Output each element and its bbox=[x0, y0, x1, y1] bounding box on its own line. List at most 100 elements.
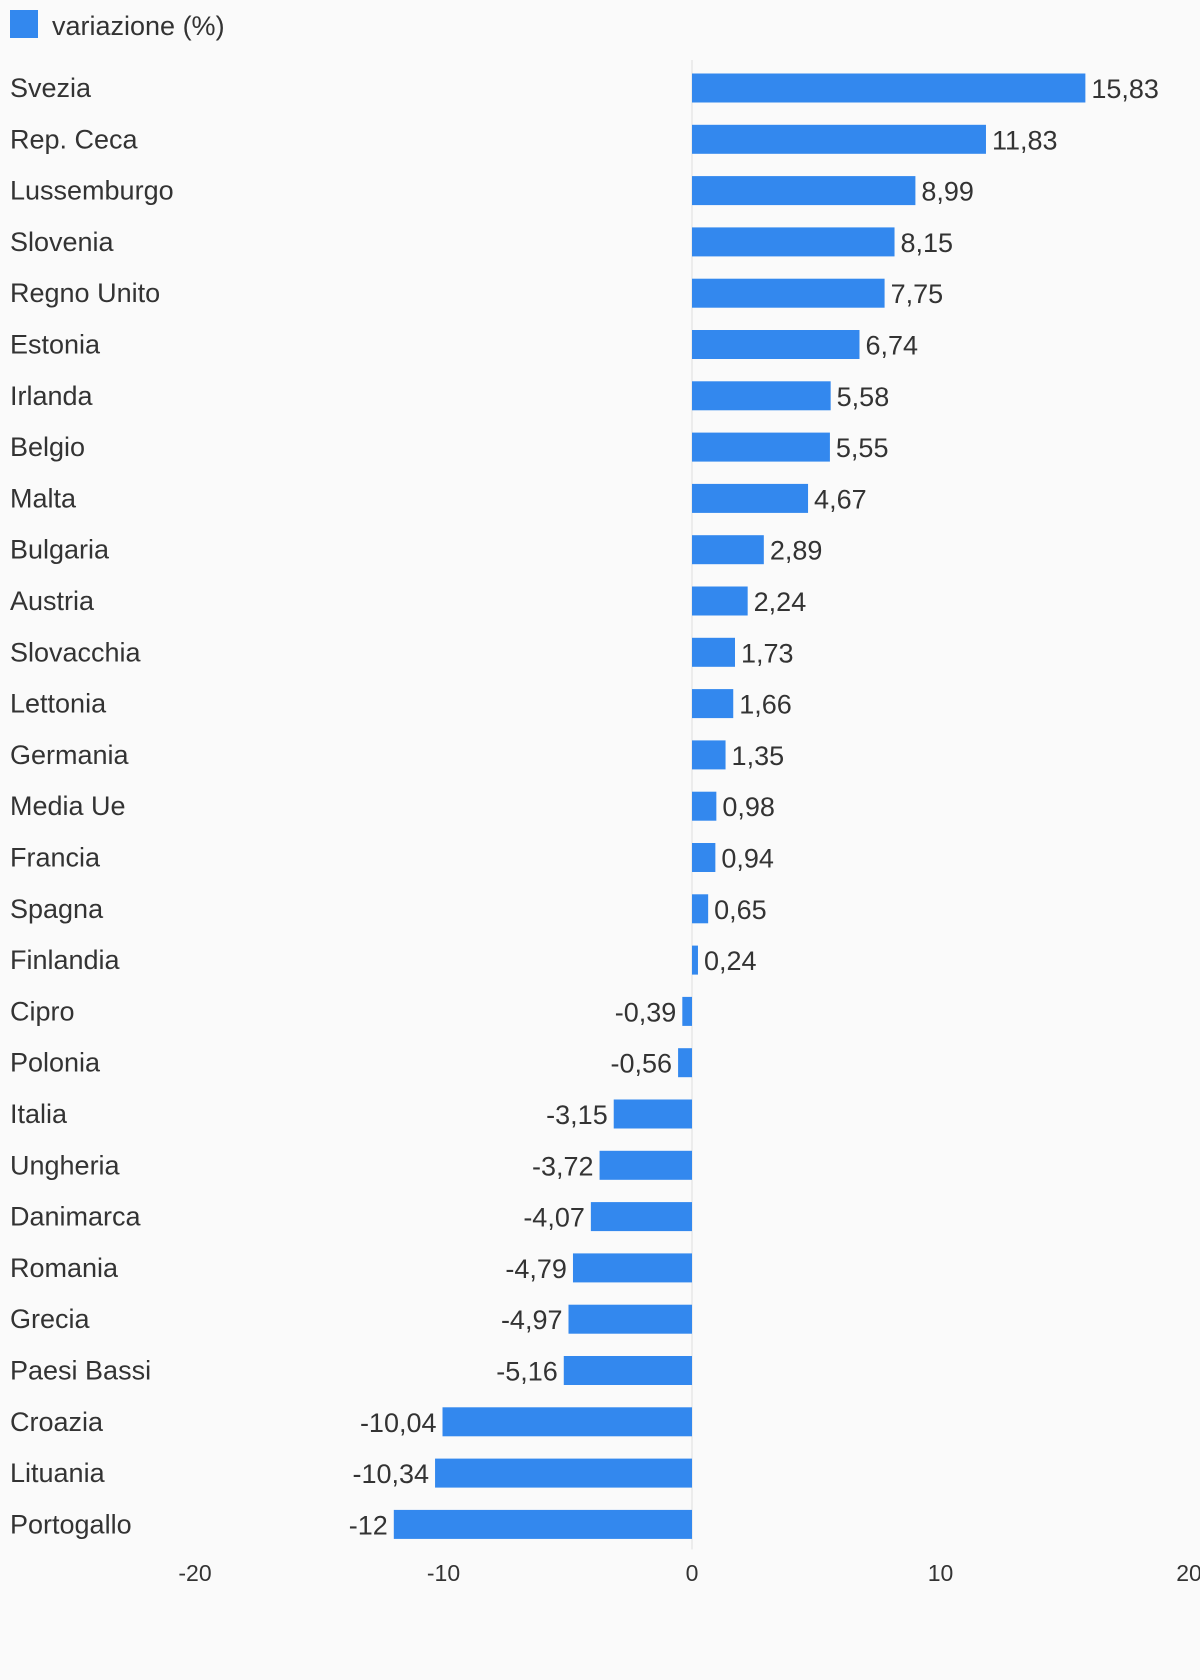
data-label: 5,58 bbox=[837, 382, 890, 412]
x-axis-ticks-group: -20 -10 0 10 20 bbox=[178, 1560, 1200, 1586]
category-label: Finlandia bbox=[10, 945, 121, 975]
bar bbox=[563, 1356, 692, 1385]
data-label: 0,94 bbox=[721, 844, 774, 874]
data-label: 7,75 bbox=[891, 279, 944, 309]
bar bbox=[692, 791, 717, 821]
bar bbox=[572, 1253, 692, 1283]
legend-swatch bbox=[10, 10, 38, 38]
category-label: Italia bbox=[10, 1099, 68, 1129]
data-label: 6,74 bbox=[865, 331, 918, 361]
category-label: Polonia bbox=[10, 1048, 101, 1078]
data-label: -0,56 bbox=[611, 1049, 673, 1079]
category-label: Estonia bbox=[10, 330, 101, 360]
bar bbox=[692, 535, 764, 565]
category-label: Danimarca bbox=[10, 1202, 142, 1232]
category-label: Romania bbox=[10, 1253, 119, 1283]
bar bbox=[692, 586, 748, 616]
data-label: -4,07 bbox=[523, 1203, 585, 1233]
data-label: -4,97 bbox=[501, 1305, 563, 1335]
data-label: 0,24 bbox=[704, 946, 757, 976]
bar bbox=[692, 483, 809, 513]
bar bbox=[393, 1509, 692, 1539]
data-label: -0,39 bbox=[615, 997, 677, 1027]
data-label: -3,15 bbox=[546, 1100, 608, 1130]
data-label: 15,83 bbox=[1091, 74, 1159, 104]
category-label: Svezia bbox=[10, 73, 92, 103]
bars-group bbox=[393, 73, 1086, 1539]
x-tick-label: -10 bbox=[427, 1560, 460, 1586]
data-label: 0,65 bbox=[714, 895, 767, 925]
category-label: Germania bbox=[10, 740, 130, 770]
category-label: Slovenia bbox=[10, 227, 115, 257]
category-label: Media Ue bbox=[10, 791, 126, 821]
data-label: 8,15 bbox=[901, 228, 954, 258]
data-label: 11,83 bbox=[992, 125, 1058, 155]
bar bbox=[590, 1202, 692, 1232]
x-tick-label: -20 bbox=[178, 1560, 211, 1586]
bar bbox=[692, 740, 726, 770]
bar bbox=[692, 843, 716, 872]
bar bbox=[568, 1304, 692, 1334]
legend: variazione (%) bbox=[10, 10, 225, 41]
bar bbox=[692, 432, 830, 462]
data-label: 8,99 bbox=[921, 177, 974, 207]
category-label: Lussemburgo bbox=[10, 176, 174, 206]
data-label: -12 bbox=[349, 1510, 388, 1540]
bar bbox=[599, 1150, 692, 1180]
bar bbox=[692, 176, 916, 206]
category-label: Rep. Ceca bbox=[10, 124, 139, 154]
bar bbox=[435, 1458, 692, 1488]
bar bbox=[692, 73, 1086, 103]
category-label: Grecia bbox=[10, 1304, 91, 1334]
category-label: Spagna bbox=[10, 894, 104, 924]
data-label: -10,04 bbox=[360, 1408, 437, 1438]
x-tick-label: 20 bbox=[1176, 1560, 1200, 1586]
category-label: Lituania bbox=[10, 1458, 106, 1488]
bar bbox=[692, 227, 895, 257]
category-label: Cipro bbox=[10, 996, 75, 1026]
category-label: Ungheria bbox=[10, 1150, 121, 1180]
data-label: -10,34 bbox=[352, 1459, 429, 1489]
category-label: Francia bbox=[10, 843, 101, 873]
bar bbox=[692, 124, 986, 154]
data-label: 1,66 bbox=[739, 690, 792, 720]
bar bbox=[442, 1407, 692, 1437]
bar bbox=[692, 637, 735, 667]
legend-label: variazione (%) bbox=[52, 11, 225, 41]
category-label: Irlanda bbox=[10, 381, 94, 411]
bar bbox=[692, 689, 734, 719]
category-label: Portogallo bbox=[10, 1509, 132, 1539]
category-label: Belgio bbox=[10, 432, 85, 462]
data-label: 4,67 bbox=[814, 484, 867, 514]
value-labels-group: 15,83 11,83 8,99 8,15 7,75 6,74 5,58 5,55 4,67 2,… bbox=[349, 74, 1159, 1540]
data-label: 5,55 bbox=[836, 433, 889, 463]
data-label: 2,89 bbox=[770, 536, 823, 566]
category-label: Lettonia bbox=[10, 689, 107, 719]
data-label: 1,35 bbox=[732, 741, 785, 771]
category-label: Malta bbox=[10, 483, 77, 513]
data-label: -3,72 bbox=[532, 1151, 594, 1181]
x-tick-label: 0 bbox=[686, 1560, 699, 1586]
category-label: Bulgaria bbox=[10, 535, 110, 565]
data-label: -5,16 bbox=[496, 1357, 558, 1387]
bar bbox=[613, 1099, 692, 1129]
data-label: -4,79 bbox=[505, 1254, 567, 1284]
bar bbox=[692, 330, 860, 359]
category-label: Croazia bbox=[10, 1407, 104, 1437]
category-labels-group: Svezia Rep. Ceca Lussemburgo Slovenia Regno … bbox=[10, 73, 174, 1539]
category-label: Slovacchia bbox=[10, 637, 142, 667]
data-label: 0,98 bbox=[722, 792, 775, 822]
category-label: Paesi Bassi bbox=[10, 1356, 151, 1386]
bar bbox=[692, 381, 831, 411]
bar bbox=[692, 894, 709, 924]
bar bbox=[678, 1048, 692, 1078]
category-label: Regno Unito bbox=[10, 278, 160, 308]
data-label: 2,24 bbox=[754, 587, 807, 617]
bar bbox=[692, 945, 698, 975]
x-tick-label: 10 bbox=[928, 1560, 954, 1586]
category-label: Austria bbox=[10, 586, 95, 616]
data-label: 1,73 bbox=[741, 638, 794, 668]
bar bbox=[692, 278, 885, 308]
bar bbox=[682, 996, 692, 1026]
